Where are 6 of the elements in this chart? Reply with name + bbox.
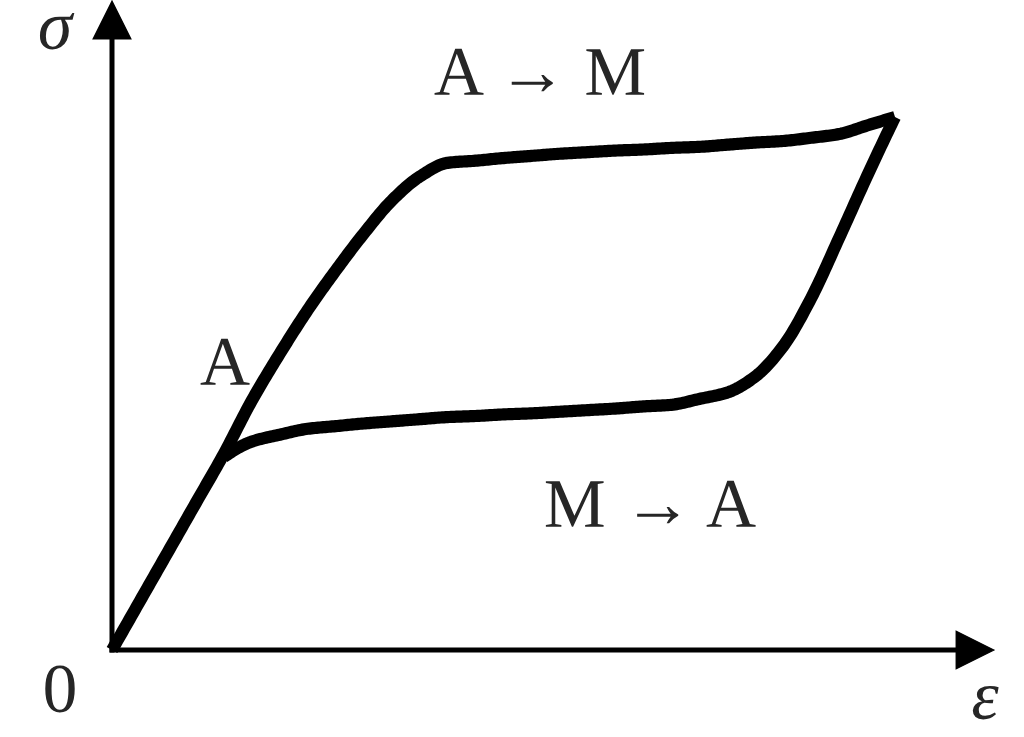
annotation: A (200, 338, 250, 385)
x-axis-title: ε (972, 685, 999, 720)
text: 0 (45, 665, 75, 713)
y-axis-title: σ (39, 12, 75, 50)
annotation: M → A (545, 480, 756, 527)
text: A → M (434, 48, 645, 95)
